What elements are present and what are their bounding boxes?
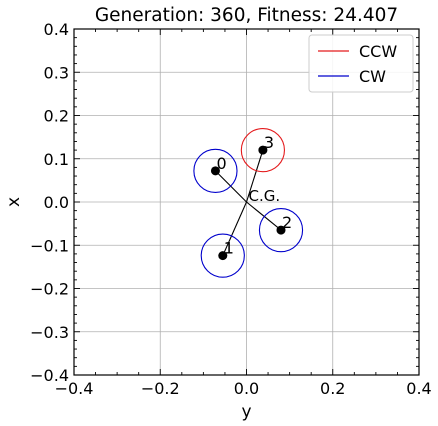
motor-label-0: 0 <box>216 154 226 173</box>
motor-point-2 <box>276 225 286 235</box>
motor-point-0 <box>210 166 220 176</box>
y-tick-label: −0.2 <box>30 280 69 299</box>
y-tick-label: −0.3 <box>30 323 69 342</box>
motor-label-2: 2 <box>282 213 292 232</box>
x-tick-label: 0.0 <box>234 379 259 398</box>
motors: 0 1 2 3 <box>210 133 292 261</box>
y-tick-label: 0.3 <box>44 63 69 82</box>
plot-frame <box>73 28 420 376</box>
y-tick-label: 0.1 <box>44 150 69 169</box>
legend-label-ccw: CCW <box>359 42 397 61</box>
tick-labels: −0.4 −0.2 0.0 0.2 0.4 −0.4 −0.3 −0.2 −0.1 0.0 0.1 0… <box>30 20 432 398</box>
y-tick-label: −0.4 <box>30 366 69 385</box>
legend-box <box>308 34 414 93</box>
x-tick-label: −0.4 <box>55 379 94 398</box>
y-tick-label: 0.2 <box>44 107 69 126</box>
legend: CCW CW <box>308 34 414 93</box>
rotor-circle-0 <box>193 148 238 193</box>
arm-line-1 <box>222 201 248 256</box>
motor-label-1: 1 <box>224 239 234 258</box>
y-tick-label: 0.4 <box>44 20 69 39</box>
rotor-circle-1 <box>200 233 245 278</box>
motor-label-3: 3 <box>264 133 274 152</box>
y-tick-label: 0.0 <box>44 193 69 212</box>
x-tick-label: 0.4 <box>406 379 431 398</box>
motor-point-1 <box>218 251 228 261</box>
x-tick-label: −0.2 <box>141 379 180 398</box>
arm-line-3 <box>245 149 264 203</box>
chart-title: Generation: 360, Fitness: 24.407 <box>95 5 398 26</box>
rotor-circle-3 <box>240 127 286 173</box>
x-axis-label: y <box>241 402 251 422</box>
rotor-circle-2 <box>258 208 304 253</box>
y-tick-label: −0.1 <box>30 236 69 255</box>
cg-label: C.G. <box>249 187 281 205</box>
rotors <box>193 127 304 278</box>
motor-point-3 <box>258 145 268 155</box>
y-axis-label: x <box>4 197 24 207</box>
arm-line-2 <box>246 201 282 231</box>
legend-label-cw: CW <box>359 67 386 86</box>
x-tick-label: 0.2 <box>320 379 345 398</box>
